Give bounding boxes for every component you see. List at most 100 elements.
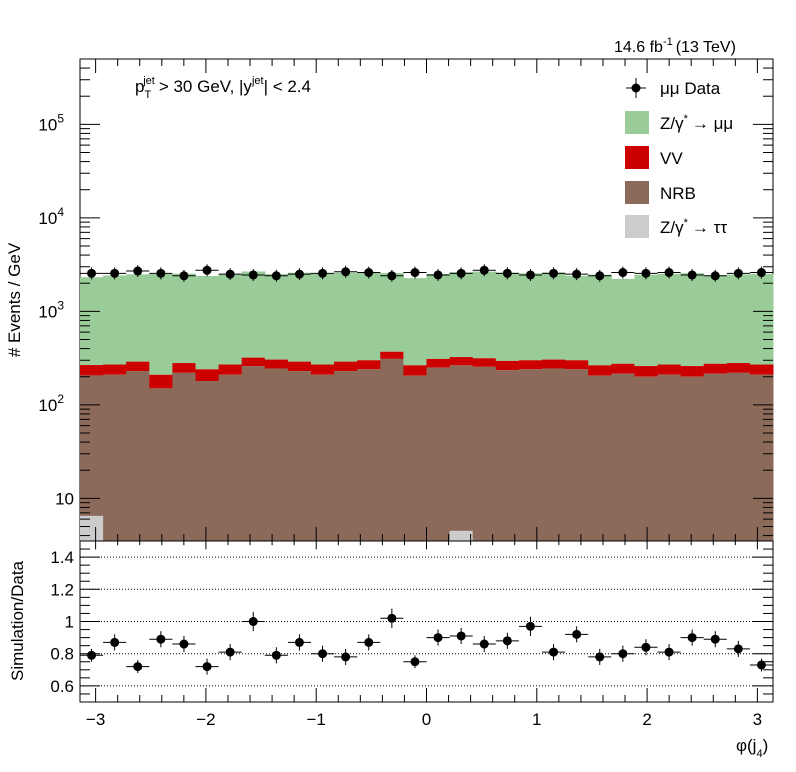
bar-vv: [149, 374, 173, 389]
data-point: [618, 268, 628, 278]
x-tick-label: 1: [532, 710, 541, 729]
x-axis-label: φ(j4): [736, 736, 768, 760]
bar-vv: [749, 364, 774, 375]
bar-vv: [218, 364, 243, 375]
bar-zmumu: [311, 273, 335, 365]
ratio-y-tick-label: 1: [65, 613, 74, 632]
bar-nrb: [126, 371, 150, 541]
bar-nrb: [149, 388, 173, 541]
bar-zmumu: [103, 275, 127, 365]
data-point: [202, 265, 212, 275]
bar-zmumu: [218, 274, 243, 365]
bar-nrb: [264, 368, 289, 541]
ratio-point: [133, 662, 143, 672]
legend-swatch-zmumu: [625, 111, 649, 134]
bar-nrb: [357, 369, 381, 541]
bar-vv: [726, 363, 751, 373]
bar-nrb: [680, 376, 705, 541]
bar-vv: [518, 360, 543, 370]
y-tick-label: 104: [38, 205, 64, 228]
cut-label: pTjet > 30 GeV, |yjet| < 2.4: [135, 75, 311, 101]
legend-swatch-vv: [625, 146, 649, 169]
bar-zmumu: [334, 272, 358, 362]
data-point: [710, 271, 720, 281]
ratio-y-axis-label: Simulation/Data: [8, 560, 27, 681]
ratio-point: [410, 657, 420, 667]
bar-zmumu: [565, 275, 589, 361]
x-tick-label: 3: [753, 710, 762, 729]
stacked-histograms: [80, 271, 774, 541]
main-panel: 10 102 103 104 105 pTjet > 30 GeV, |yjet| < 2…: [5, 58, 774, 542]
lumi-label: 14.6 fb-1 (13 TeV): [614, 36, 736, 56]
bar-nrb: [287, 371, 312, 541]
bar-nrb: [403, 375, 427, 541]
bar-vv: [195, 369, 220, 381]
x-tick-label: −1: [307, 710, 326, 729]
bar-vv: [172, 363, 196, 373]
bar-vv: [542, 359, 566, 369]
ratio-point: [502, 636, 512, 646]
y-tick-label: 102: [38, 392, 64, 415]
bar-nrb: [611, 373, 635, 541]
bar-nrb: [449, 365, 474, 541]
bar-vv: [287, 361, 312, 372]
bar-zmumu: [80, 277, 104, 366]
bar-zmumu: [588, 274, 612, 366]
main-y-ticks: 10 102 103 104 105: [38, 58, 773, 537]
data-point: [133, 266, 143, 276]
ratio-y-tick-label: 1.4: [50, 548, 74, 567]
bar-vv: [657, 364, 682, 375]
bar-zmumu: [495, 272, 520, 361]
ratio-point: [572, 629, 582, 639]
bar-vv: [126, 361, 150, 372]
legend-data-marker: [631, 83, 641, 93]
data-point: [479, 265, 489, 275]
legend-label-ztautau: Z/γ* → ττ: [660, 217, 727, 237]
data-point: [271, 271, 281, 281]
ratio-point: [294, 637, 304, 647]
legend-label-data: μμ Data: [660, 79, 721, 98]
ratio-point: [202, 662, 212, 672]
data-point: [364, 268, 374, 278]
bar-vv: [426, 358, 451, 368]
bar-zmumu: [449, 272, 474, 358]
bar-zmumu: [357, 272, 381, 361]
ratio-gridlines: [80, 556, 773, 687]
data-point: [687, 270, 697, 280]
data-points: [80, 264, 773, 282]
ratio-y-ticks: 0.6 0.8 1 1.2 1.4: [50, 548, 773, 696]
ratio-point: [248, 617, 258, 626]
bar-vv: [680, 366, 705, 377]
bar-vv: [103, 364, 127, 375]
ratio-points: [80, 608, 773, 675]
bar-nrb: [172, 372, 196, 541]
data-point: [156, 268, 166, 278]
data-point: [433, 270, 443, 280]
x-tick-label: −3: [86, 710, 105, 729]
bar-zmumu: [403, 278, 427, 366]
data-point: [595, 271, 605, 281]
ratio-point: [156, 634, 166, 644]
bar-nrb: [80, 375, 104, 541]
bar-vv: [311, 364, 335, 375]
bar-vv: [403, 365, 427, 376]
ratio-panel-frame: [79, 540, 774, 703]
bar-zmumu: [611, 278, 635, 364]
bar-nrb: [657, 374, 682, 541]
bar-zmumu: [749, 273, 774, 365]
data-point: [87, 268, 97, 278]
legend-label-nrb: NRB: [660, 184, 696, 203]
bar-zmumu: [172, 273, 196, 364]
x-tick-label: −2: [196, 710, 215, 729]
ratio-point: [618, 649, 628, 659]
ratio-point: [664, 647, 674, 657]
ratio-point: [525, 621, 535, 631]
bar-vv: [334, 361, 358, 372]
ratio-point: [341, 652, 351, 662]
bar-nrb: [380, 358, 404, 541]
ratio-point: [364, 637, 374, 647]
bar-nrb: [334, 371, 358, 541]
legend-label-zmumu: Z/γ* → μμ: [660, 113, 733, 133]
data-point: [549, 268, 559, 278]
legend-swatch-ztautau: [625, 215, 649, 238]
